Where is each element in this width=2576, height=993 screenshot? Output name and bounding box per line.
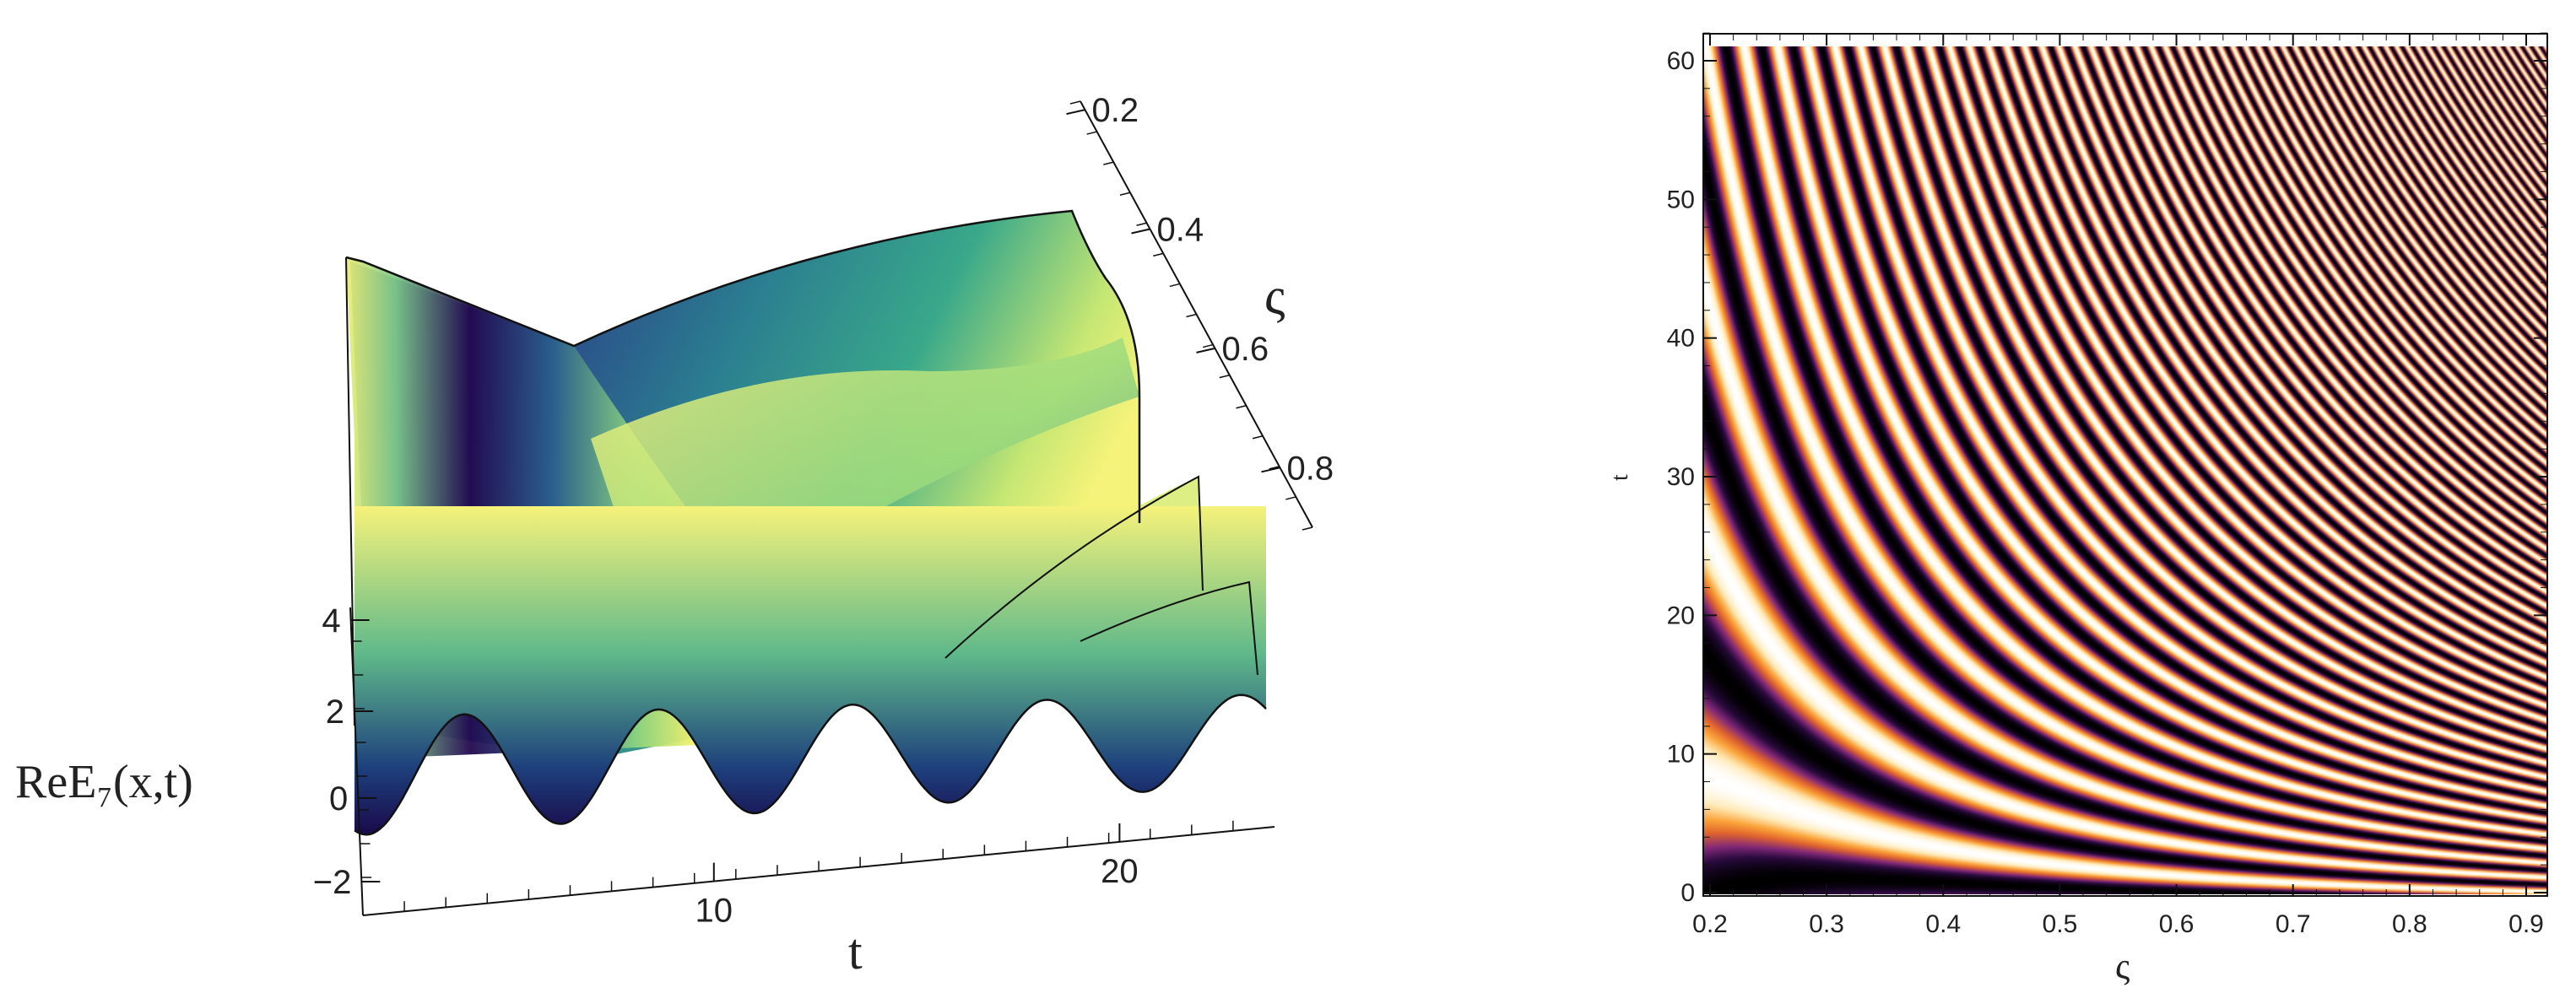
y-tick-label: 60 (1667, 47, 1695, 75)
x-tick-label: 0.9 (2508, 910, 2544, 938)
y-tick-label: 0 (1680, 879, 1695, 907)
t-tick-label: 20 (1101, 853, 1139, 890)
varsigma-minor-tick (1153, 252, 1164, 257)
varsigma-tick-label: 0.6 (1222, 331, 1269, 368)
x-tick-label: 0.6 (2159, 910, 2194, 938)
surface-left-outline (345, 256, 355, 726)
varsigma-minor-tick (1186, 313, 1197, 318)
x-tick-label: 0.8 (2392, 910, 2427, 938)
z-tick-label: −2 (313, 864, 352, 901)
plot-frame (1702, 33, 2548, 897)
varsigma-tick-mark (1196, 347, 1215, 353)
varsigma-minor-tick (1236, 404, 1247, 409)
x-tick-label: 0.7 (2276, 910, 2311, 938)
y-axis-label: t (1607, 474, 1633, 481)
t-axis-label: t (848, 924, 863, 980)
varsigma-minor-tick (1302, 526, 1313, 531)
t-tick-label: 10 (695, 893, 733, 930)
varsigma-tick-label: 0.4 (1157, 212, 1204, 249)
z-axis-label: ReE₇(x,t) (15, 756, 193, 808)
varsigma-minor-tick (1219, 374, 1230, 379)
x-tick-label: 0.5 (2043, 910, 2078, 938)
surface-top-outline (345, 209, 1141, 523)
varsigma-minor-tick (1136, 222, 1147, 227)
y-tick-label: 10 (1667, 741, 1695, 769)
z-tick-label: 4 (322, 602, 340, 640)
varsigma-tick-mark (1066, 109, 1085, 116)
varsigma-minor-tick (1252, 435, 1264, 440)
surface-front-face (354, 506, 1266, 835)
varsigma-tick-label: 0.2 (1092, 92, 1139, 129)
z-axis-ticks: 4 2 0 −2 (313, 602, 381, 901)
varsigma-tick-label: 0.8 (1287, 450, 1334, 487)
y-axis-ticks: 0 10 20 30 40 50 60 (1667, 32, 2547, 907)
varsigma-axis-label: ς (1264, 268, 1285, 326)
x-tick-label: 0.4 (1925, 910, 1961, 938)
varsigma-minor-tick (1086, 131, 1097, 135)
x-axis-label: ς (2115, 946, 2130, 987)
heatmap-canvas (1703, 46, 2547, 894)
x-tick-label: 0.3 (1809, 910, 1844, 938)
z-tick-label: 0 (329, 780, 348, 818)
density-plot: 0.2 0.3 0.4 0.5 0.6 0.7 0.8 0.9 0 10 20 30 40 50 60 ς… (1607, 32, 2548, 987)
x-tick-label: 0.2 (1692, 910, 1728, 938)
surface-ridge3-outline (1080, 580, 1258, 676)
t-axis-ticks: 10 20 (403, 820, 1234, 930)
varsigma-minor-tick (1202, 343, 1214, 348)
varsigma-minor-tick (1069, 100, 1081, 105)
varsigma-axis-ticks: 0.2 0.4 0.6 0.8 (1066, 92, 1334, 531)
surface-front-edge (354, 693, 1267, 836)
y-tick-label: 20 (1667, 602, 1695, 629)
x-axis-ticks: 0.2 0.3 0.4 0.5 0.6 0.7 0.8 0.9 (1692, 34, 2544, 938)
varsigma-minor-tick (1103, 161, 1114, 165)
varsigma-minor-tick (1119, 192, 1131, 196)
surface-ridge2-outline (944, 475, 1204, 659)
z-tick-label: 2 (326, 693, 344, 731)
varsigma-minor-tick (1169, 283, 1181, 288)
y-tick-label: 30 (1667, 463, 1695, 491)
y-tick-label: 40 (1667, 325, 1695, 353)
varsigma-tick-mark (1131, 228, 1150, 235)
y-tick-label: 50 (1667, 186, 1695, 213)
varsigma-minor-tick (1269, 466, 1280, 470)
z-axis-line (349, 607, 364, 916)
varsigma-minor-tick (1285, 496, 1296, 500)
varsigma-tick-mark (1261, 467, 1280, 473)
